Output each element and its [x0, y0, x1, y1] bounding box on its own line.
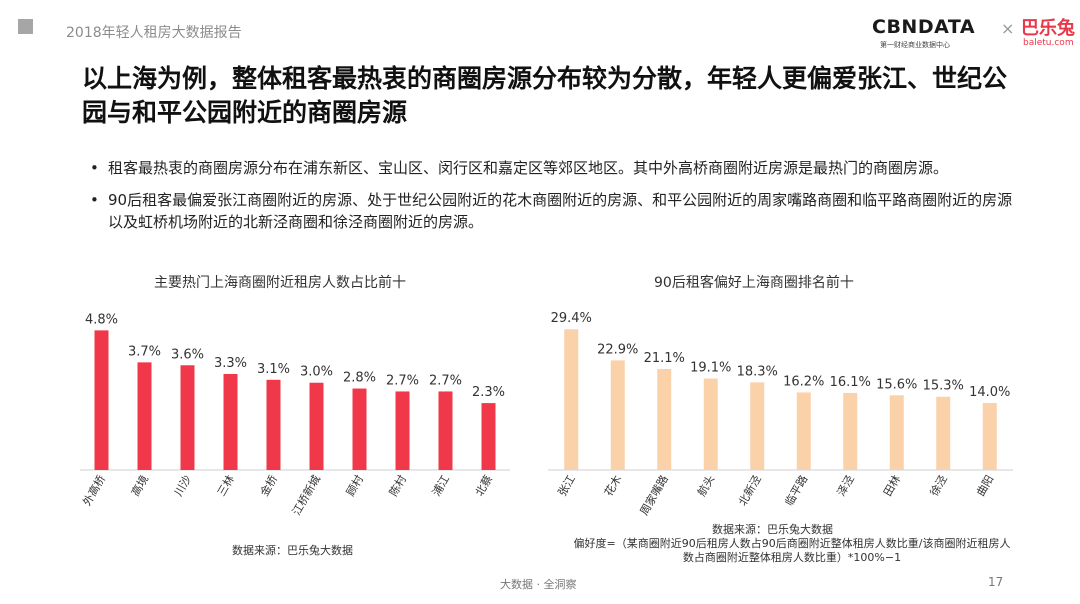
bullet-item: 90后租客最偏爱张江商圈附近的房源、处于世纪公园附近的花木商圈附近的房源、和平公…	[90, 189, 1020, 233]
hot-area-category-label: 金桥	[257, 473, 280, 499]
bullet-item: 租客最热衷的商圈房源分布在浦东新区、宝山区、闵行区和嘉定区等郊区地区。其中外高桥…	[90, 157, 1020, 179]
hot-area-category-label: 高境	[128, 473, 151, 499]
report-title: 2018年轻人租房大数据报告	[66, 25, 242, 41]
hot-area-data-label: 4.8%	[85, 312, 118, 327]
chart-right-title: 90后租客偏好上海商圈排名前十	[654, 275, 854, 291]
youth-pref-category-label: 花木	[602, 473, 624, 499]
youth-pref-bar	[796, 392, 811, 470]
hot-area-bar	[395, 391, 410, 470]
youth-pref-category-label: 临平路	[782, 473, 811, 509]
youth-pref-bar	[936, 396, 951, 470]
youth-pref-category-label: 航头	[694, 473, 717, 499]
hot-area-data-label: 2.3%	[472, 385, 505, 400]
cbndata-logo: CBNDATA	[872, 16, 976, 38]
youth-pref-data-label: 15.6%	[876, 377, 917, 392]
youth-pref-data-label: 29.4%	[551, 311, 592, 326]
hot-area-bar	[309, 382, 324, 470]
hot-area-category-label: 浦江	[430, 473, 452, 499]
hot-area-bar	[352, 388, 367, 470]
slide-title: 以上海为例，整体租客最热衷的商圈房源分布较为分散，年轻人更偏爱张江、世纪公园与和…	[82, 64, 1008, 127]
hot-area-data-label: 3.6%	[171, 347, 204, 362]
youth-pref-category-label: 泽泾	[835, 473, 857, 499]
hot-area-data-label: 3.1%	[257, 362, 290, 377]
youth-pref-category-label: 张江	[556, 473, 578, 499]
hot-area-bar	[438, 391, 453, 470]
hot-area-data-label: 2.8%	[343, 371, 376, 386]
youth-pref-category-label: 北新泾	[735, 473, 764, 509]
hot-area-data-label: 3.3%	[214, 356, 247, 371]
youth-pref-data-label: 16.2%	[783, 374, 824, 389]
hot-area-data-label: 2.7%	[386, 373, 419, 388]
logo-separator: ×	[1001, 19, 1015, 38]
youth-pref-data-label: 16.1%	[830, 375, 871, 390]
youth-pref-data-label: 21.1%	[644, 351, 685, 366]
chart-left-hot-areas: 4.8% 外高桥 3.7% 高境 3.6% 川沙 3.3% 三林 3.1% 金桥 3.0% 江桥新城 2…	[79, 312, 510, 518]
youth-pref-bar	[889, 395, 904, 470]
youth-pref-bar	[703, 378, 718, 470]
bullet-list: 租客最热衷的商圈房源分布在浦东新区、宝山区、闵行区和嘉定区等郊区地区。其中外高桥…	[90, 157, 1020, 243]
youth-pref-data-label: 15.3%	[923, 379, 964, 394]
chart-right-source: 数据来源：巴乐兔大数据	[712, 523, 833, 536]
youth-pref-category-label: 田林	[880, 473, 903, 499]
hot-area-bar	[137, 362, 152, 470]
youth-pref-data-label: 22.9%	[597, 342, 638, 357]
youth-pref-bar	[610, 360, 625, 470]
hot-area-category-label: 陈村	[386, 473, 409, 499]
youth-pref-data-label: 19.1%	[690, 361, 731, 376]
youth-pref-bar	[750, 382, 765, 470]
page-number: 17	[988, 575, 1004, 589]
hot-area-bar	[94, 330, 109, 470]
hot-area-bar	[266, 379, 281, 470]
hot-area-bar	[481, 403, 496, 470]
header-square-icon	[18, 19, 33, 34]
hot-area-data-label: 3.0%	[300, 365, 333, 380]
baletu-logo: 巴乐兔	[1021, 18, 1075, 39]
hot-area-category-label: 外高桥	[79, 473, 108, 509]
hot-area-category-label: 三林	[214, 473, 237, 499]
youth-pref-data-label: 18.3%	[737, 364, 778, 379]
chart-left-source: 数据来源：巴乐兔大数据	[232, 544, 353, 557]
youth-pref-bar	[657, 368, 672, 470]
hot-area-bar	[223, 374, 238, 470]
hot-area-data-label: 2.7%	[429, 373, 462, 388]
chart-left-title: 主要热门上海商圈附近租房人数占比前十	[154, 275, 406, 291]
hot-area-category-label: 江桥新城	[289, 473, 323, 518]
hot-area-bar	[180, 365, 195, 470]
preference-formula-note: 偏好度=（某商圈附近90后租房人数占90后商圈附近整体租房人数比重/该商圈附近租…	[573, 537, 1011, 564]
chart-right-youth-preference: 29.4% 张江 22.9% 花木 21.1% 周家嘴路 19.1% 航头 18.3% 北新泾 16…	[548, 311, 1013, 518]
youth-pref-category-label: 徐泾	[927, 473, 950, 499]
hot-area-data-label: 3.7%	[128, 344, 161, 359]
hot-area-category-label: 顾村	[343, 473, 366, 499]
youth-pref-bar	[843, 392, 858, 470]
cbndata-logo-subtitle: 第一财经商业数据中心	[880, 41, 950, 49]
hot-area-category-label: 北蔡	[473, 473, 495, 499]
youth-pref-bar	[982, 402, 997, 470]
youth-pref-category-label: 周家嘴路	[637, 473, 671, 518]
youth-pref-data-label: 14.0%	[969, 385, 1010, 400]
hot-area-category-label: 川沙	[172, 473, 194, 499]
footer-tagline: 大数据 · 全洞察	[500, 578, 577, 591]
youth-pref-category-label: 曲阳	[974, 473, 996, 499]
youth-pref-bar	[564, 329, 579, 470]
baletu-logo-url: baletu.com	[1023, 38, 1074, 48]
